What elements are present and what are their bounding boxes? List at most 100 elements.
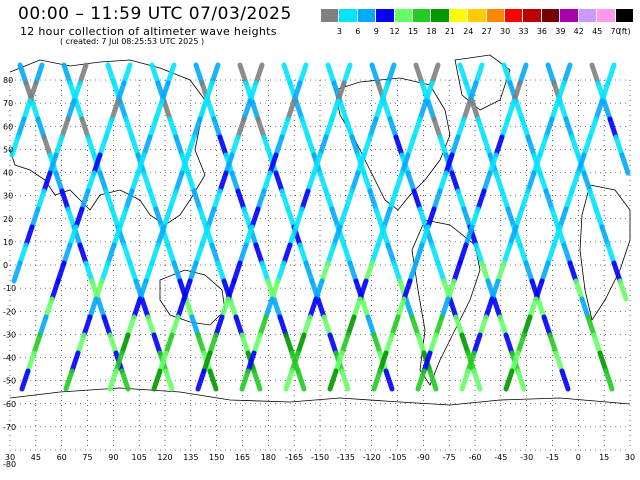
track-segment <box>173 170 185 194</box>
track-segment <box>251 368 263 392</box>
track-segment <box>219 296 231 320</box>
track-segment <box>263 296 275 320</box>
track-segment <box>501 62 513 86</box>
track-segment <box>473 62 485 86</box>
track-segment <box>469 206 481 230</box>
track-segment <box>105 62 117 86</box>
track-segment <box>495 260 507 284</box>
track-segment <box>601 98 613 122</box>
track-segment <box>613 134 625 158</box>
track-segment <box>375 224 387 248</box>
track-segment <box>483 296 495 320</box>
track-segment <box>505 206 517 230</box>
track-segment <box>575 152 587 176</box>
legend-label: 18 <box>426 27 437 36</box>
track-segment <box>109 98 121 122</box>
track-segment <box>569 170 581 194</box>
track-segment <box>427 368 439 392</box>
track-segment <box>599 80 611 104</box>
track-segment <box>195 368 207 392</box>
lat-tick-label: 60 <box>3 122 13 131</box>
legend-label: 15 <box>407 27 419 36</box>
track-segment <box>493 170 505 194</box>
lon-tick-label: 45 <box>31 453 41 462</box>
track-segment <box>119 368 131 392</box>
track-segment <box>443 152 455 176</box>
track-segment <box>403 296 415 320</box>
track-segment <box>67 224 79 248</box>
track-segment <box>271 296 283 320</box>
track-segment <box>27 80 39 104</box>
track-segment <box>129 134 141 158</box>
track-segment <box>289 350 301 374</box>
track-segment <box>553 350 565 374</box>
track-segment <box>417 206 429 230</box>
track-segment <box>341 62 353 86</box>
track-segment <box>151 368 163 392</box>
legend-label: 9 <box>373 27 379 36</box>
track-segment <box>589 62 601 86</box>
track-segment <box>213 314 225 338</box>
track-segment <box>109 206 121 230</box>
track-segment <box>549 98 561 122</box>
track-segment <box>65 98 77 122</box>
track-segment <box>29 206 41 230</box>
track-segment <box>367 188 379 212</box>
track-segment <box>373 206 385 230</box>
lat-tick-label: -20 <box>3 307 16 316</box>
track-segment <box>593 206 605 230</box>
track-segment <box>69 350 81 374</box>
track-segment <box>455 188 467 212</box>
coast-greenland <box>454 54 511 111</box>
lon-tick-label: 120 <box>157 453 172 462</box>
track-segment <box>229 170 241 194</box>
wave-height-legend: 3 6 9 12 15 18 21 24 27 30 33 36 39 42 45 70 (ft) <box>321 9 634 39</box>
track-segment <box>211 116 223 140</box>
track-segment <box>545 62 557 86</box>
track-segment <box>475 188 487 212</box>
track-segment <box>227 296 239 320</box>
track-segment <box>517 62 529 86</box>
track-segment <box>469 98 481 122</box>
track-segment <box>593 98 605 122</box>
lon-tick-label: -135 <box>337 453 355 462</box>
lon-tick-label: -120 <box>363 453 381 462</box>
created-timestamp: ( created: 7 Jul 08:25:53 UTC 2025 ) <box>60 37 205 46</box>
track-segment <box>297 242 309 266</box>
track-segment <box>543 188 555 212</box>
track-segment <box>343 188 355 212</box>
track-segment <box>405 134 417 158</box>
track-segment <box>293 206 305 230</box>
track-segment <box>541 314 553 338</box>
legend-unit: (ft) <box>618 27 631 36</box>
track-segment <box>31 332 43 356</box>
lat-tick-label: -60 <box>3 400 16 409</box>
track-segment <box>161 98 173 122</box>
track-segment <box>493 134 505 158</box>
track-segment <box>273 134 285 158</box>
track-segment <box>141 170 153 194</box>
track-segment <box>491 296 503 320</box>
track-segment <box>225 278 237 302</box>
track-segment <box>247 80 259 104</box>
track-segment <box>33 62 45 86</box>
track-segment <box>35 116 47 140</box>
track-segment <box>359 296 371 320</box>
track-segment <box>299 116 311 140</box>
track-segment <box>145 314 157 338</box>
lat-tick-label: 20 <box>3 215 13 224</box>
track-segment <box>259 260 271 284</box>
track-segment <box>163 368 175 392</box>
lat-tick-label: 40 <box>3 169 13 178</box>
track-segment <box>217 170 229 194</box>
track-segment <box>587 116 599 140</box>
track-segment <box>255 116 267 140</box>
legend-swatch <box>357 9 377 22</box>
track-segment <box>241 98 253 122</box>
track-segment <box>19 368 31 392</box>
track-segment <box>315 296 327 320</box>
track-segment <box>125 314 137 338</box>
legend-swatch <box>394 9 414 22</box>
lon-tick-label: 105 <box>132 453 147 462</box>
track-segment <box>331 224 343 248</box>
